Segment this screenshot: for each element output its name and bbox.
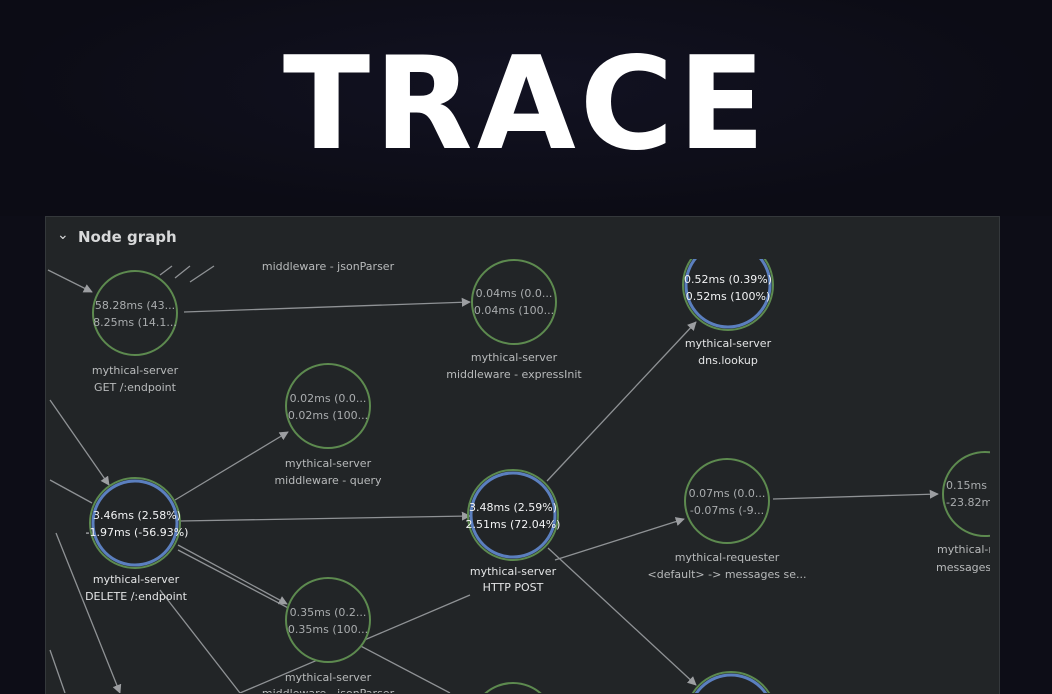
panel-title: Node graph	[78, 228, 177, 246]
hero-banner: TRACE	[0, 0, 1052, 216]
hero-title: TRACE	[282, 30, 770, 179]
chevron-down-icon[interactable]: ⌄	[57, 227, 69, 243]
panel-header[interactable]: ⌄ Node graph	[46, 217, 999, 259]
node-partial-bottom-center[interactable]	[471, 682, 555, 693]
